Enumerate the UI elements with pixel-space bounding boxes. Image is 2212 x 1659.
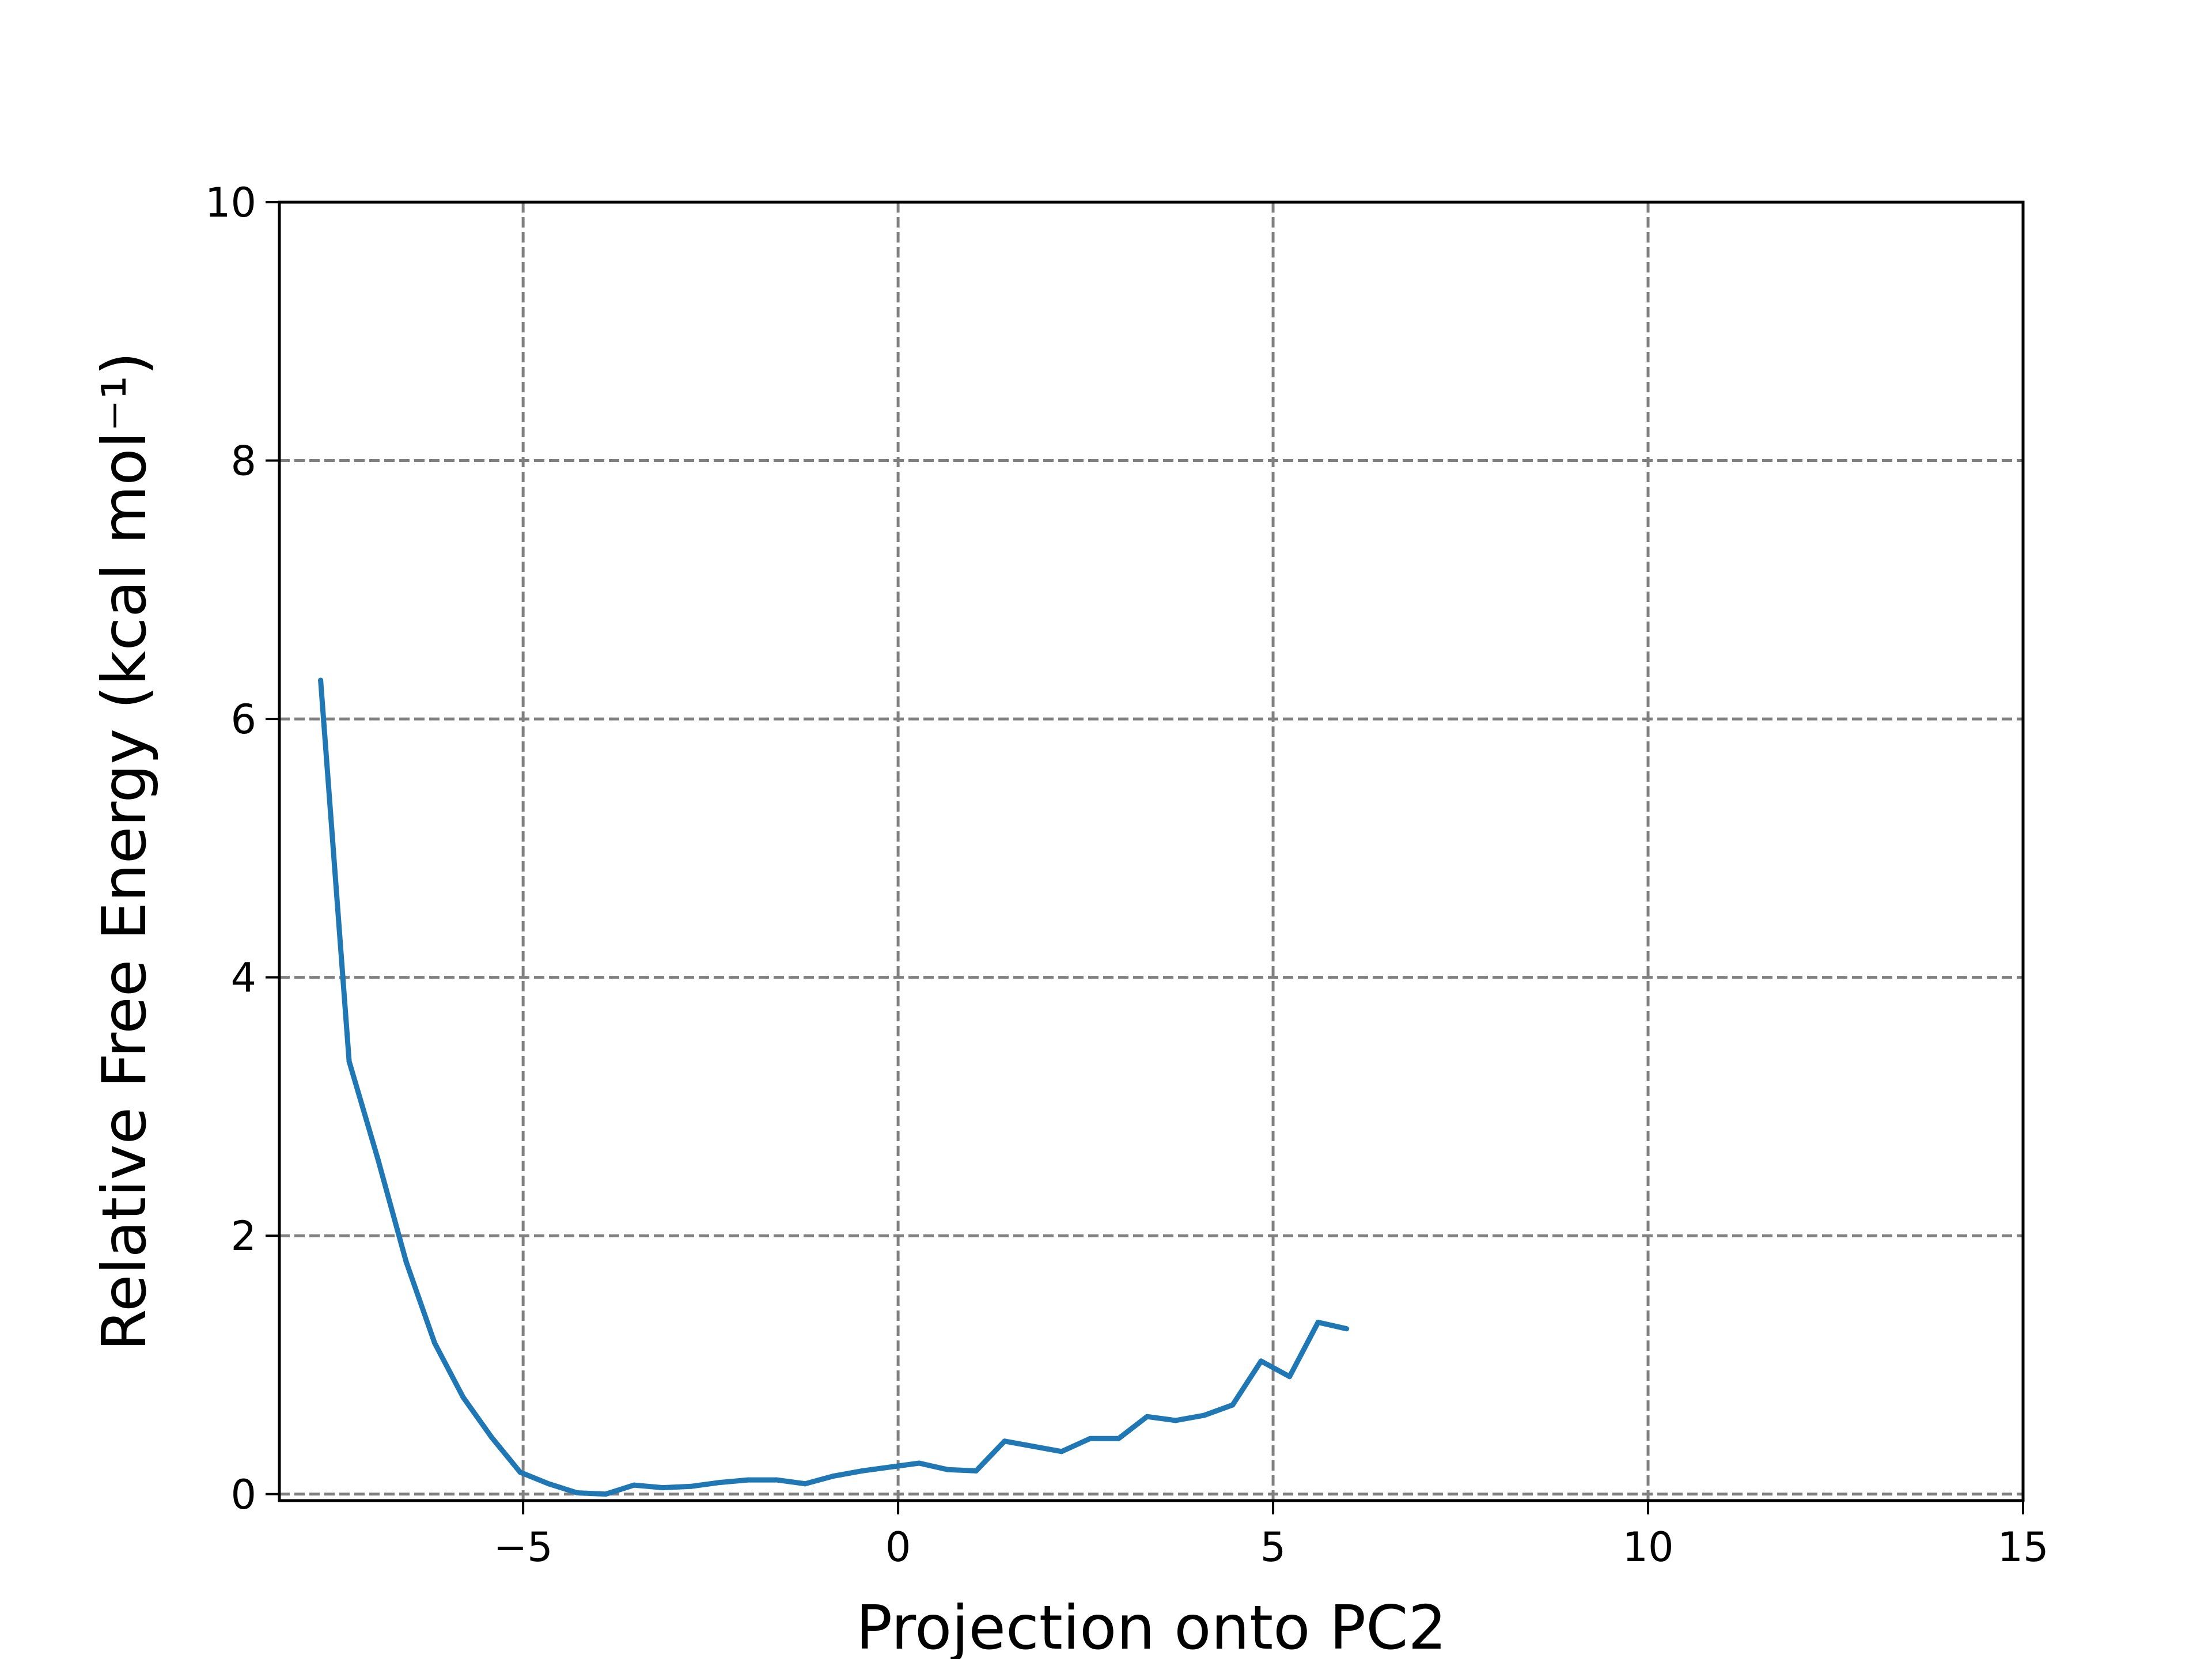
data-point — [1087, 1435, 1093, 1441]
data-point — [1201, 1412, 1207, 1418]
data-point — [859, 1468, 865, 1474]
x-tick-label: 15 — [1997, 1524, 2048, 1571]
data-point — [1116, 1435, 1122, 1441]
data-point — [745, 1477, 751, 1483]
data-point — [1144, 1414, 1150, 1419]
x-tick-label: 5 — [1260, 1524, 1286, 1571]
y-tick-label: 4 — [230, 955, 256, 1002]
data-point — [831, 1473, 836, 1479]
data-point — [717, 1480, 722, 1486]
data-point — [318, 677, 324, 683]
data-point — [1002, 1438, 1007, 1444]
data-point — [1230, 1402, 1236, 1408]
data-point — [460, 1395, 466, 1400]
y-tick-label: 0 — [230, 1471, 256, 1518]
series-line-0 — [318, 680, 1347, 1497]
data-point — [688, 1483, 694, 1489]
data-point — [631, 1482, 637, 1488]
data-point — [1173, 1418, 1179, 1423]
data-point — [774, 1477, 779, 1483]
data-point — [375, 1156, 381, 1161]
y-tick-label: 8 — [230, 438, 256, 485]
data-point — [973, 1468, 979, 1474]
grid — [279, 200, 2025, 1501]
data-point — [802, 1481, 808, 1487]
data-point — [432, 1340, 438, 1346]
data-point — [517, 1469, 523, 1475]
data-point — [1258, 1358, 1264, 1364]
x-axis-ticks: −5 0 5 10 15 — [494, 1501, 2049, 1571]
data-point — [403, 1259, 409, 1264]
data-point — [1059, 1449, 1065, 1455]
data-point — [1287, 1374, 1293, 1380]
y-axis-label: Relative Free Energy (kcal mol⁻¹) — [89, 352, 160, 1351]
data-point — [945, 1467, 950, 1472]
series-layer — [318, 677, 1350, 1497]
data-point — [546, 1481, 551, 1487]
y-tick-label: 2 — [230, 1213, 256, 1260]
data-point — [1030, 1444, 1036, 1449]
data-point — [488, 1434, 494, 1440]
data-point — [1315, 1319, 1321, 1325]
x-tick-label: −5 — [494, 1524, 553, 1571]
data-point — [888, 1464, 893, 1470]
plot-frame — [278, 200, 2025, 1502]
data-point — [1344, 1326, 1350, 1332]
data-point — [660, 1485, 665, 1491]
y-axis-ticks: 0 2 4 6 8 10 — [205, 179, 279, 1518]
x-tick-label: 0 — [885, 1524, 911, 1571]
data-point — [346, 1058, 352, 1064]
data-point — [574, 1490, 580, 1496]
y-tick-label: 6 — [230, 696, 256, 743]
data-point — [603, 1491, 608, 1497]
x-axis-label: Projection onto PC2 — [856, 1593, 1447, 1659]
data-point — [916, 1460, 922, 1466]
x-tick-label: 10 — [1622, 1524, 1673, 1571]
y-tick-label: 10 — [205, 179, 256, 226]
